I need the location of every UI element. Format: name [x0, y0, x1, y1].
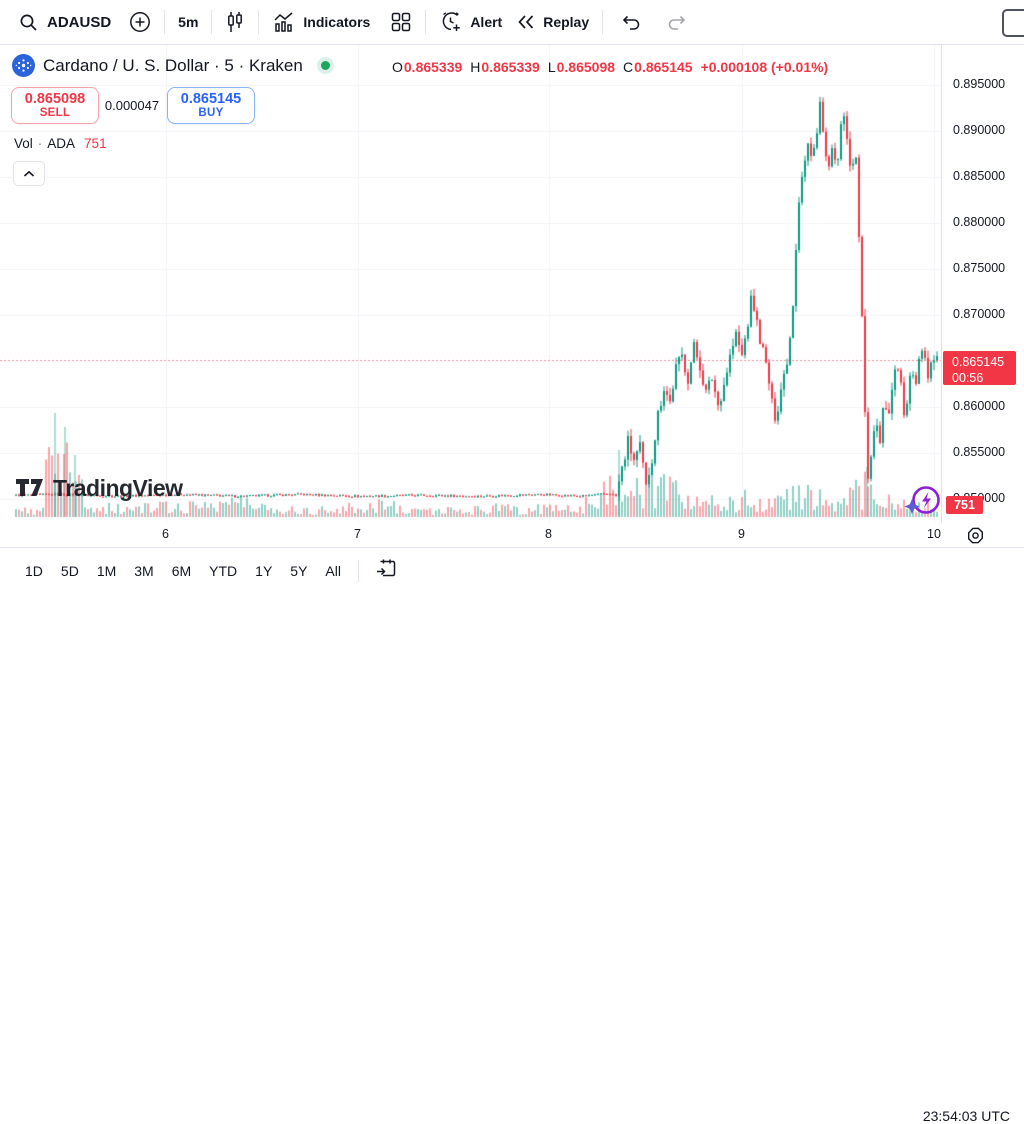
- indicators-icon: [272, 11, 296, 33]
- close-value: 0.865145: [634, 59, 693, 75]
- low-value: 0.865098: [556, 59, 616, 75]
- symbol-title: Cardano / U. S. Dollar · 5 · Kraken: [43, 55, 303, 75]
- grid-layout-icon: [390, 11, 412, 33]
- change-value: +0.000108 (+0.01%): [700, 59, 829, 75]
- toolbar-separator: [211, 10, 213, 34]
- open-label: O: [392, 59, 403, 75]
- search-icon: [19, 13, 38, 32]
- interval-button[interactable]: 5m: [171, 9, 205, 35]
- ohlc-values: O 0.865339 H 0.865339 L 0.865098 C 0.865145 …: [392, 59, 828, 75]
- bar-countdown: 00:56: [952, 371, 984, 386]
- toolbar-separator: [602, 10, 604, 34]
- buy-price: 0.865145: [180, 90, 242, 107]
- range-5y-button[interactable]: 5Y: [290, 563, 308, 579]
- undo-button[interactable]: [613, 7, 649, 37]
- time-axis[interactable]: 6 7 8 9 10: [0, 523, 1024, 548]
- low-label: L: [547, 59, 556, 75]
- replay-button[interactable]: Replay: [509, 7, 596, 37]
- indicators-label: Indicators: [303, 14, 371, 30]
- alert-label: Alert: [470, 14, 503, 30]
- price-axis-label: 0.860000: [953, 399, 1006, 413]
- symbol-label: ADAUSD: [47, 13, 112, 31]
- chart-style-button[interactable]: [218, 6, 252, 38]
- price-axis-label: 0.895000: [953, 77, 1006, 91]
- utc-clock[interactable]: 23:54:03 UTC: [922, 1108, 1010, 1124]
- close-label: C: [623, 59, 634, 75]
- range-5d-button[interactable]: 5D: [60, 563, 79, 579]
- interval-label: 5m: [178, 14, 199, 30]
- time-axis-label: 8: [545, 527, 552, 541]
- plus-circle-icon: [129, 11, 151, 33]
- toolbar-separator: [357, 560, 359, 582]
- bottom-toolbar: 1D 5D 1M 3M 6M YTD 1Y 5Y All 23:54:03 UT…: [0, 548, 1024, 1124]
- undo-icon: [620, 12, 642, 32]
- price-axis-label: 0.870000: [953, 307, 1006, 321]
- toolbar-separator: [164, 10, 166, 34]
- time-axis-label: 9: [738, 527, 745, 541]
- indicators-button[interactable]: Indicators: [265, 6, 377, 38]
- goto-date-button[interactable]: [367, 553, 406, 589]
- range-1y-button[interactable]: 1Y: [255, 563, 273, 579]
- spread-value: 0.000047: [104, 98, 160, 113]
- buy-button[interactable]: 0.865145 BUY: [167, 87, 255, 124]
- replay-label: Replay: [543, 14, 590, 30]
- vol-symbol: ADA: [47, 136, 76, 151]
- candlestick-chart[interactable]: [0, 45, 941, 523]
- volume-legend[interactable]: Vol · ADA 751: [14, 136, 107, 151]
- alert-button[interactable]: Alert: [432, 5, 509, 39]
- vol-dot: ·: [37, 136, 43, 151]
- tradingview-logo-icon: [16, 479, 44, 498]
- redo-icon: [666, 12, 688, 32]
- range-all-button[interactable]: All: [325, 563, 341, 579]
- sell-button[interactable]: 0.865098 SELL: [11, 87, 99, 124]
- price-axis[interactable]: 0.895000 0.890000 0.885000 0.880000 0.875000…: [941, 45, 1024, 523]
- chevron-up-icon: [23, 165, 35, 183]
- tradingview-watermark: TradingView: [16, 475, 183, 502]
- range-6m-button[interactable]: 6M: [171, 563, 192, 579]
- toolbar-separator: [258, 10, 260, 34]
- open-value: 0.865339: [403, 59, 463, 75]
- price-axis-label: 0.875000: [953, 261, 1006, 275]
- vol-value: 751: [84, 136, 107, 151]
- range-3m-button[interactable]: 3M: [134, 563, 154, 579]
- supercharts-ai-icon[interactable]: [903, 481, 943, 528]
- layout-templates-button[interactable]: [383, 6, 419, 38]
- buy-label: BUY: [198, 107, 224, 120]
- current-price-value: 0.865145: [952, 355, 1005, 369]
- volume-badge: 751: [946, 496, 983, 514]
- sell-label: SELL: [39, 107, 71, 120]
- redo-button[interactable]: [659, 7, 695, 37]
- price-axis-label: 0.880000: [953, 215, 1006, 229]
- sell-price: 0.865098: [24, 90, 86, 107]
- time-axis-label: 7: [354, 527, 361, 541]
- symbol-search-button[interactable]: ADAUSD: [12, 8, 118, 37]
- top-toolbar: ADAUSD 5m Indicators: [0, 0, 1024, 45]
- compare-add-button[interactable]: [122, 6, 158, 38]
- high-value: 0.865339: [481, 59, 540, 75]
- legend-collapse-button[interactable]: [13, 161, 45, 186]
- vol-label: Vol: [14, 136, 33, 151]
- calendar-goto-icon: [375, 559, 398, 584]
- high-label: H: [470, 59, 481, 75]
- cardano-logo-icon: [12, 54, 35, 77]
- right-panel-toggle-button[interactable]: [1002, 9, 1024, 37]
- time-axis-label: 6: [162, 527, 169, 541]
- watermark-text: TradingView: [53, 475, 183, 501]
- toolbar-separator: [425, 10, 427, 34]
- chart-legend-title[interactable]: Cardano / U. S. Dollar · 5 · Kraken: [12, 54, 330, 77]
- range-1m-button[interactable]: 1M: [96, 563, 117, 579]
- market-status-dot[interactable]: [320, 61, 330, 70]
- gear-settings-icon[interactable]: [966, 526, 985, 550]
- current-price-badge: 0.865145 00:56: [943, 351, 1016, 385]
- price-axis-label: 0.885000: [953, 169, 1006, 183]
- alert-clock-icon: [439, 10, 463, 34]
- price-axis-label: 0.890000: [953, 123, 1006, 137]
- price-axis-label: 0.855000: [953, 445, 1006, 459]
- range-ytd-button[interactable]: YTD: [209, 563, 238, 579]
- candles-icon: [225, 11, 245, 33]
- replay-icon: [516, 12, 536, 32]
- time-axis-label: 10: [927, 527, 941, 541]
- range-1d-button[interactable]: 1D: [25, 563, 43, 579]
